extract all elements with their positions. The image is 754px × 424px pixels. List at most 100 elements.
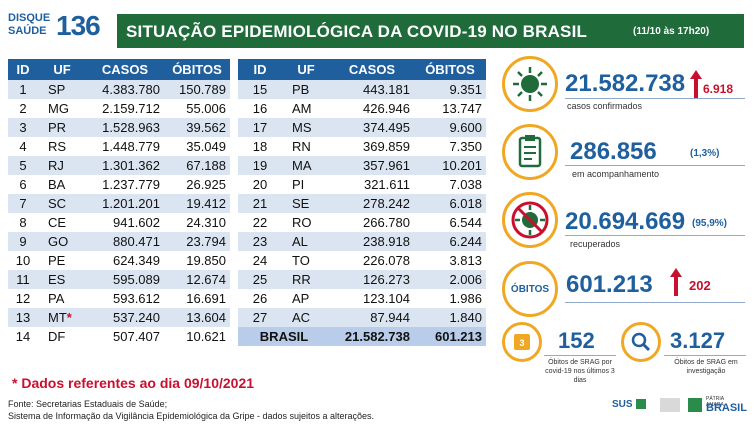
source-line-1: Fonte: Secretarias Estaduais de Saúde;: [8, 399, 168, 409]
cell-obitos: 16.691: [164, 289, 230, 308]
cell-id-text: 20: [252, 177, 268, 192]
cell-uf: GO: [38, 232, 86, 251]
up-arrow-icon: [690, 70, 702, 98]
cell-uf: PR: [38, 118, 86, 137]
cell-id: 12: [8, 289, 38, 308]
table-row: 27 AC 87.944 1.840: [238, 308, 486, 327]
cell-obitos-text: 13.747: [442, 101, 482, 116]
cell-casos: 321.611: [330, 175, 414, 194]
cell-uf-text: CE: [48, 215, 67, 230]
cell-id-text: 6: [19, 177, 27, 192]
cell-casos-text: 374.495: [363, 120, 410, 135]
cell-uf-text: RS: [48, 139, 67, 154]
cell-uf-text: PR: [48, 120, 67, 135]
cell-obitos: 6.018: [414, 194, 486, 213]
cell-obitos: 13.604: [164, 308, 230, 327]
cell-casos: 593.612: [86, 289, 164, 308]
cell-uf-text: PI: [292, 177, 305, 192]
cell-uf-text: TO: [292, 253, 310, 268]
cell-casos: 880.471: [86, 232, 164, 251]
total-casos: 21.582.738: [330, 327, 414, 346]
cell-casos: 87.944: [330, 308, 414, 327]
cell-casos-text: 880.471: [113, 234, 160, 249]
cell-uf: RR: [282, 270, 330, 289]
cell-id: 14: [8, 327, 38, 346]
sus-logo: SUS: [612, 399, 633, 410]
col-obitos: ÓBITOS: [414, 59, 486, 80]
cell-casos: 1.237.779: [86, 175, 164, 194]
cell-obitos: 6.244: [414, 232, 486, 251]
cell-casos-text: 4.383.780: [102, 82, 160, 97]
cell-obitos: 9.351: [414, 80, 486, 99]
cell-casos-text: 507.407: [113, 329, 160, 344]
cell-casos: 278.242: [330, 194, 414, 213]
divider: [565, 165, 745, 166]
cell-casos-text: 278.242: [363, 196, 410, 211]
cell-casos: 595.089: [86, 270, 164, 289]
magnifier-icon: [621, 322, 661, 362]
cell-id-text: 7: [19, 196, 27, 211]
cell-id: 1: [8, 80, 38, 99]
data-note: * Dados referentes ao dia 09/10/2021: [12, 375, 255, 391]
table-row: 20 PI 321.611 7.038: [238, 175, 486, 194]
cell-casos-text: 238.918: [363, 234, 410, 249]
cell-id: 9: [8, 232, 38, 251]
cell-uf-text: RR: [292, 272, 311, 287]
cell-id-text: 15: [252, 82, 268, 97]
cell-uf-text: SE: [292, 196, 310, 211]
table-row: 13 MT* 537.240 13.604: [8, 308, 230, 327]
cell-uf-text: AP: [292, 291, 310, 306]
cell-id-text: 23: [252, 234, 268, 249]
cell-id: 5: [8, 156, 38, 175]
cell-obitos: 1.840: [414, 308, 486, 327]
cell-casos-text: 126.273: [363, 272, 410, 287]
cell-uf: ES: [38, 270, 86, 289]
cell-obitos-text: 23.794: [186, 234, 226, 249]
cell-obitos: 9.600: [414, 118, 486, 137]
cell-casos: 1.301.362: [86, 156, 164, 175]
cell-uf-text: RJ: [48, 158, 64, 173]
cell-uf-text: AM: [292, 101, 312, 116]
cell-obitos-text: 6.018: [449, 196, 482, 211]
cell-obitos-text: 3.813: [449, 253, 482, 268]
table-row: 7 SC 1.201.201 19.412: [8, 194, 230, 213]
cell-uf: RO: [282, 213, 330, 232]
cell-uf-text: PB: [292, 82, 310, 97]
cell-casos: 374.495: [330, 118, 414, 137]
cell-obitos: 55.006: [164, 99, 230, 118]
cell-casos-text: 1.237.779: [102, 177, 160, 192]
col-id: ID: [238, 59, 282, 80]
cell-id: 23: [238, 232, 282, 251]
cell-id: 22: [238, 213, 282, 232]
cell-casos-text: 2.159.712: [102, 101, 160, 116]
cell-obitos-text: 2.006: [449, 272, 482, 287]
cell-obitos-text: 26.925: [186, 177, 226, 192]
table-row: 6 BA 1.237.779 26.925: [8, 175, 230, 194]
table-row: 2 MG 2.159.712 55.006: [8, 99, 230, 118]
cell-id-text: 10: [15, 253, 31, 268]
cell-id: 17: [238, 118, 282, 137]
recuperados-pct: (95,9%): [692, 218, 728, 229]
cell-casos: 1.201.201: [86, 194, 164, 213]
virus-icon: [502, 56, 558, 112]
cell-uf: TO: [282, 251, 330, 270]
cell-obitos: 10.621: [164, 327, 230, 346]
confirmados-delta: 6.918: [703, 82, 734, 96]
cell-id: 3: [8, 118, 38, 137]
cell-casos: 369.859: [330, 137, 414, 156]
acompanhamento-value: 286.856: [570, 138, 657, 165]
cell-uf: PB: [282, 80, 330, 99]
clipboard-icon: [502, 124, 558, 180]
cell-casos-text: 624.349: [113, 253, 160, 268]
cell-id: 13: [8, 308, 38, 327]
cell-uf-text: AC: [292, 310, 311, 325]
page-date: (11/10 às 17h20): [633, 26, 710, 37]
cell-obitos: 1.986: [414, 289, 486, 308]
disque-saude-logo: DISQUE SAÚDE 136: [8, 10, 108, 46]
cell-obitos: 6.544: [414, 213, 486, 232]
cell-obitos: 13.747: [414, 99, 486, 118]
cell-casos: 266.780: [330, 213, 414, 232]
divider: [565, 302, 745, 303]
header-bar: SITUAÇÃO EPIDEMIOLÓGICA DA COVID-19 NO B…: [117, 14, 744, 48]
cell-id-text: 25: [252, 272, 268, 287]
